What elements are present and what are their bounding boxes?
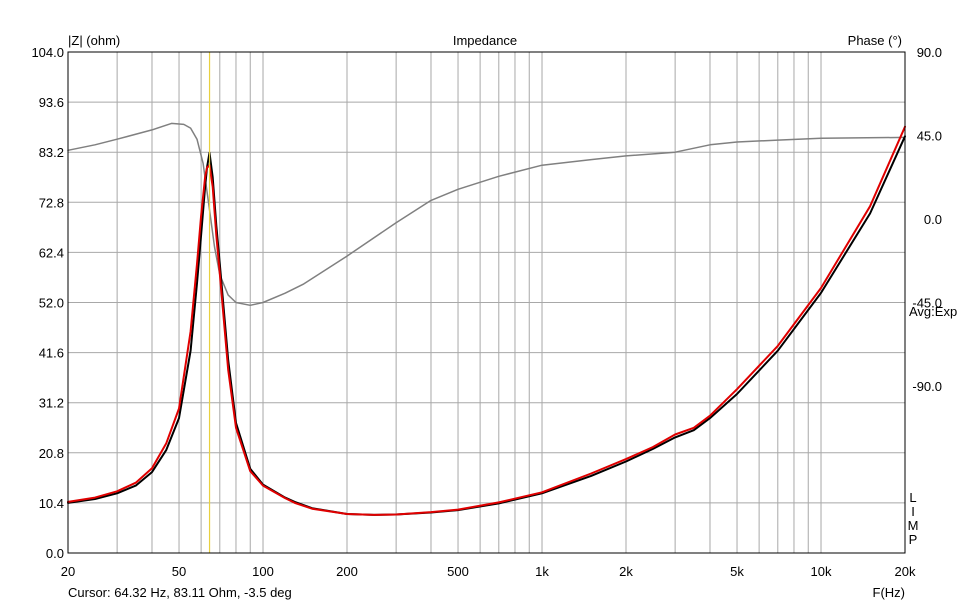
series-layer (67, 122, 906, 516)
y-tick-label: 0.0 (46, 546, 64, 561)
limp-letter-i: I (911, 504, 915, 519)
y-tick-label: 31.2 (39, 396, 64, 411)
right-axis-title: Phase (°) (848, 33, 902, 48)
cursor-readout: Cursor: 64.32 Hz, 83.11 Ohm, -3.5 deg (68, 585, 292, 600)
y-tick-label: 41.6 (39, 346, 64, 361)
y2-tick-label: 45.0 (917, 129, 942, 144)
limp-letter-l: L (909, 490, 916, 505)
grid-lines (68, 52, 905, 553)
y2-tick-label: -45.0 (912, 296, 942, 311)
x-tick-label: 5k (730, 564, 744, 579)
x-tick-label: 200 (336, 564, 358, 579)
x-tick-label: 20 (61, 564, 75, 579)
y2-tick-label: -90.0 (912, 379, 942, 394)
chart-title: Impedance (453, 33, 517, 48)
x-tick-label: 500 (447, 564, 469, 579)
x-tick-label: 1k (535, 564, 549, 579)
plot-frame (67, 51, 906, 554)
x-tick-label: 50 (172, 564, 186, 579)
limp-letter-m: M (908, 518, 919, 533)
y2-tick-label: 90.0 (917, 45, 942, 60)
x-axis-title: F(Hz) (873, 585, 906, 600)
y-tick-label: 62.4 (39, 245, 64, 260)
x-tick-label: 20k (895, 564, 916, 579)
x-tick-label: 2k (619, 564, 633, 579)
y-tick-label: 52.0 (39, 296, 64, 311)
series-impedance-black (67, 135, 906, 516)
tick-labels: 0.0 10.4 20.8 31.2 41.6 52.0 62.4 72.8 83.2 93.6 1… (31, 45, 942, 579)
y-tick-label: 104.0 (31, 45, 64, 60)
y-tick-label: 20.8 (39, 446, 64, 461)
y-tick-label: 93.6 (39, 95, 64, 110)
y-tick-label: 72.8 (39, 195, 64, 210)
y-tick-label: 83.2 (39, 145, 64, 160)
limp-letter-p: P (909, 532, 918, 547)
avg-label: Avg:Exp (909, 304, 957, 319)
y-tick-label: 10.4 (39, 496, 64, 511)
left-axis-title: |Z| (ohm) (68, 33, 120, 48)
x-tick-label: 10k (811, 564, 832, 579)
x-tick-label: 100 (252, 564, 274, 579)
y2-tick-label: 0.0 (924, 212, 942, 227)
series-phase-gray (67, 122, 906, 307)
series-impedance-red (67, 125, 906, 516)
